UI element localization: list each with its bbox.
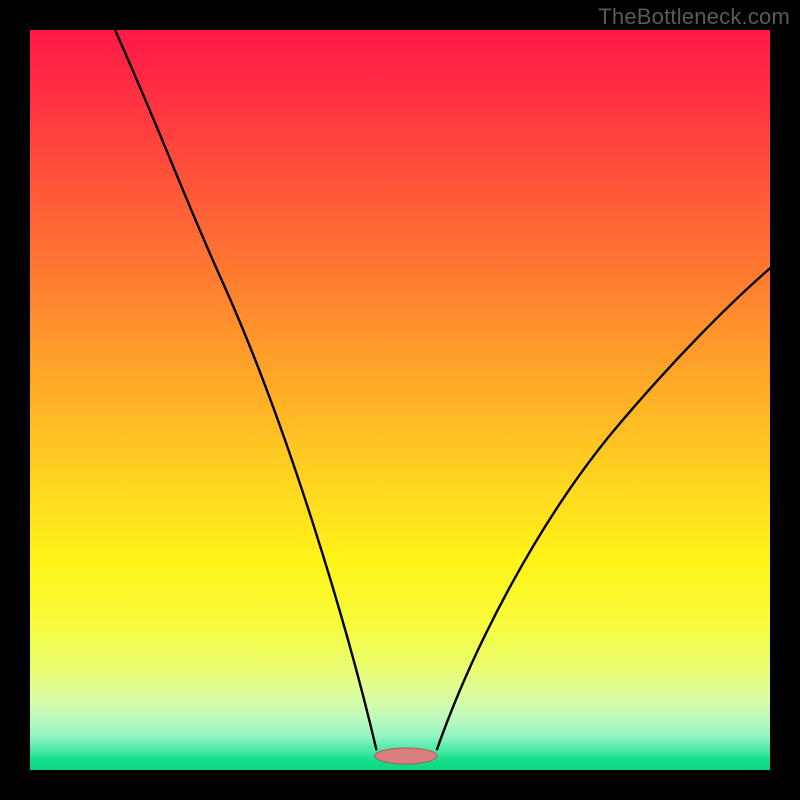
bottleneck-chart <box>0 0 800 800</box>
watermark-text: TheBottleneck.com <box>598 4 790 30</box>
optimal-marker <box>375 748 437 764</box>
gradient-background <box>30 30 770 770</box>
chart-container: TheBottleneck.com <box>0 0 800 800</box>
